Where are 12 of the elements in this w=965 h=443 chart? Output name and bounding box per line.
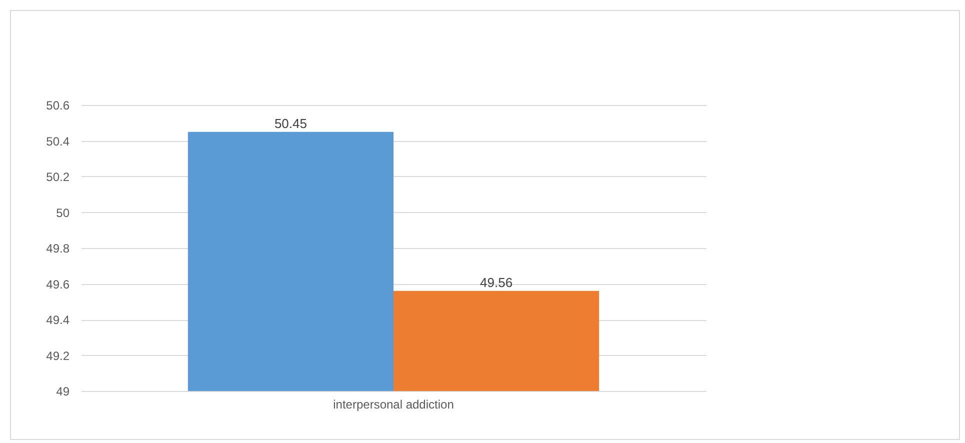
x-tick-label: interpersonal addiction — [333, 398, 454, 412]
y-tick-label: 49.6 — [46, 277, 70, 292]
y-tick-label: 50.2 — [46, 170, 70, 184]
data-label: 50.45 — [274, 116, 307, 131]
y-tick-label: 49.8 — [46, 242, 70, 256]
y-tick-label: 49 — [56, 384, 70, 398]
data-label: 49.56 — [480, 274, 513, 290]
y-tick-label: 50.4 — [46, 134, 70, 148]
y-tick-label: 50.6 — [46, 98, 70, 112]
y-tick-label: 49.4 — [46, 313, 70, 327]
y-tick-label: 50 — [56, 206, 70, 220]
y-tick-label: 49.2 — [46, 348, 70, 363]
